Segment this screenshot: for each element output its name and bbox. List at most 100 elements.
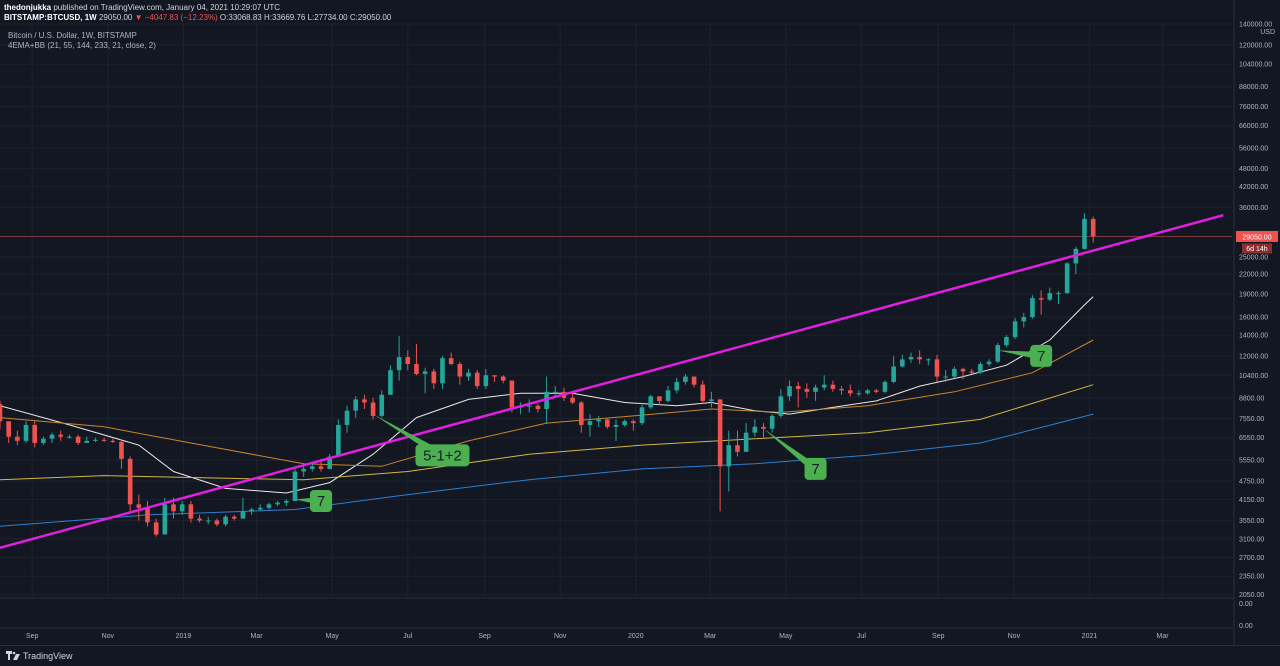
candles [0, 213, 1096, 537]
candle [613, 419, 619, 441]
candle [500, 375, 506, 384]
pane-tick-label: 0.00 [1239, 601, 1253, 608]
candle-body [657, 396, 662, 401]
candle-body [127, 458, 133, 505]
candle-body [726, 445, 732, 467]
tradingview-logo-icon[interactable] [6, 651, 20, 661]
candle [197, 514, 202, 523]
candle [257, 504, 263, 512]
callout[interactable]: 7 [997, 344, 1053, 367]
candle-body [691, 376, 697, 385]
price-tick-label: 8800.00 [1239, 395, 1264, 402]
indicator-legend[interactable]: 4EMA+BB (21, 55, 144, 233, 21, close, 2) [8, 41, 156, 50]
pane-tick-label: 0.00 [1239, 623, 1253, 630]
candle-body [179, 504, 185, 512]
candle-body [752, 426, 758, 433]
candle [1073, 246, 1079, 275]
candle-body [197, 518, 202, 521]
close-value: C:29050.00 [349, 13, 392, 22]
candle-body [596, 419, 601, 422]
candle [101, 437, 107, 442]
ema-line [0, 413, 1094, 527]
price-axis[interactable]: 140000.00 120000.00 104000.00 88000.00 76000… [0, 0, 1280, 646]
callout[interactable]: 7 [763, 428, 827, 480]
time-axis[interactable]: Sep Nov 2019 Mar May Jul Sep Nov 2020 Mar May Jul Se… [0, 627, 1234, 640]
candle-body [153, 522, 159, 535]
candle [804, 383, 810, 398]
currency-label[interactable]: USD [1260, 29, 1275, 36]
candle-body [1004, 337, 1009, 346]
price-tick-label: 7550.00 [1239, 416, 1264, 423]
candle [396, 336, 402, 381]
candle [492, 375, 497, 382]
series-legend[interactable]: Bitcoin / U.S. Dollar, 1W, BITSTAMP [8, 31, 137, 40]
candle [275, 501, 280, 507]
candle-body [969, 371, 975, 373]
callout[interactable]: 7 [294, 490, 333, 513]
candle [709, 391, 714, 408]
callout[interactable]: 5-1+2 [373, 414, 470, 467]
candle-body [266, 504, 272, 508]
candle-body [995, 345, 1001, 362]
candle [960, 367, 966, 380]
candle-body [448, 358, 454, 365]
candle [674, 377, 680, 394]
candle [466, 368, 471, 381]
candle [769, 414, 775, 433]
annotations[interactable]: 7 5-1+2 7 7 [294, 344, 1053, 513]
open-value: O:33068.83 [219, 13, 262, 22]
last-price-tag: 29050.00 [1242, 234, 1271, 241]
price-tick-label: 2700.00 [1239, 555, 1264, 562]
ohlc-header: BITSTAMP:BTCUSD, 1W 29050.00 ▼ −4047.83 … [4, 13, 391, 22]
candle-body [1090, 218, 1096, 237]
candle [483, 368, 489, 389]
candle-body [32, 424, 38, 443]
candle-body [778, 396, 784, 416]
candle-body [891, 366, 896, 382]
candle-body [900, 359, 905, 367]
time-tick-label: Mar [1157, 633, 1170, 640]
candle-body [336, 424, 341, 457]
candle-body [978, 364, 983, 373]
candle-body [205, 520, 211, 522]
candle-body [6, 421, 11, 437]
trendline[interactable] [0, 214, 1224, 550]
candle-body [188, 504, 194, 519]
candle [908, 352, 914, 363]
candle-body [821, 384, 827, 388]
candle-body [136, 504, 142, 508]
price-tick-label: 76000.00 [1239, 104, 1268, 111]
candle [639, 402, 645, 425]
candle-body [952, 368, 957, 377]
ema-line [0, 384, 1094, 481]
candle [119, 439, 124, 469]
candle-body [787, 386, 792, 397]
candle [856, 390, 862, 397]
candle-body [240, 511, 246, 519]
candle [665, 386, 671, 403]
candle-body [457, 364, 463, 377]
time-tick-label: 2019 [176, 633, 192, 640]
candle [761, 423, 766, 439]
candle [205, 516, 211, 525]
candle [136, 494, 142, 521]
candle-body [405, 357, 411, 365]
price-tick-label: 42000.00 [1239, 184, 1268, 191]
candle [648, 394, 654, 410]
candle-body [578, 402, 584, 425]
candle [240, 497, 246, 519]
trendline-segment[interactable] [0, 214, 1224, 550]
candle [743, 423, 749, 452]
candle-body [743, 432, 749, 452]
candle-body [231, 516, 237, 519]
candle [414, 344, 419, 376]
tradingview-brand[interactable]: TradingView [23, 651, 73, 661]
candle [327, 454, 332, 469]
candle [683, 373, 688, 385]
footer: TradingView [0, 645, 1280, 666]
price-tick-label: 104000.00 [1239, 62, 1272, 69]
candle [93, 437, 98, 442]
author-name[interactable]: thedonjukka [4, 3, 52, 12]
candle [1012, 317, 1018, 340]
